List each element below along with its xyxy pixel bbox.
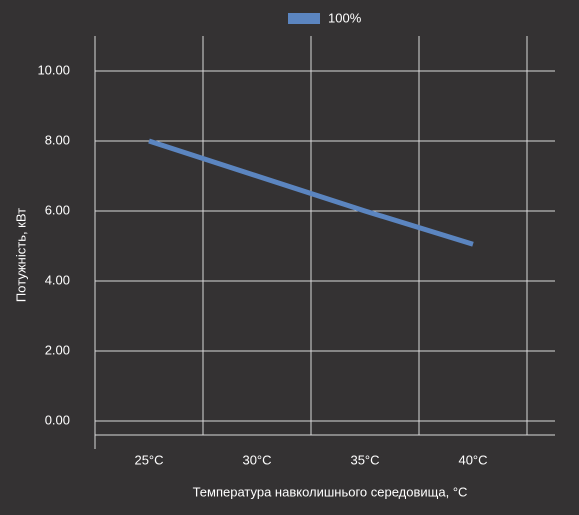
x-axis-title: Температура навколишнього середовища, °C bbox=[193, 484, 468, 499]
y-tick-label: 4.00 bbox=[45, 272, 70, 287]
series-line bbox=[148, 138, 474, 247]
legend-swatch bbox=[288, 13, 320, 24]
y-axis-title: Потужність, кВт bbox=[13, 208, 28, 302]
legend-label: 100% bbox=[328, 10, 362, 25]
y-tick-label: 6.00 bbox=[45, 202, 70, 217]
y-tick-label: 0.00 bbox=[45, 412, 70, 427]
x-tick-label: 40°C bbox=[458, 452, 487, 467]
y-tick-label: 10.00 bbox=[37, 62, 70, 77]
x-tick-label: 25°C bbox=[134, 452, 163, 467]
y-tick-label: 8.00 bbox=[45, 132, 70, 147]
x-tick-label: 35°C bbox=[350, 452, 379, 467]
y-tick-label: 2.00 bbox=[45, 342, 70, 357]
x-tick-label: 30°C bbox=[242, 452, 271, 467]
